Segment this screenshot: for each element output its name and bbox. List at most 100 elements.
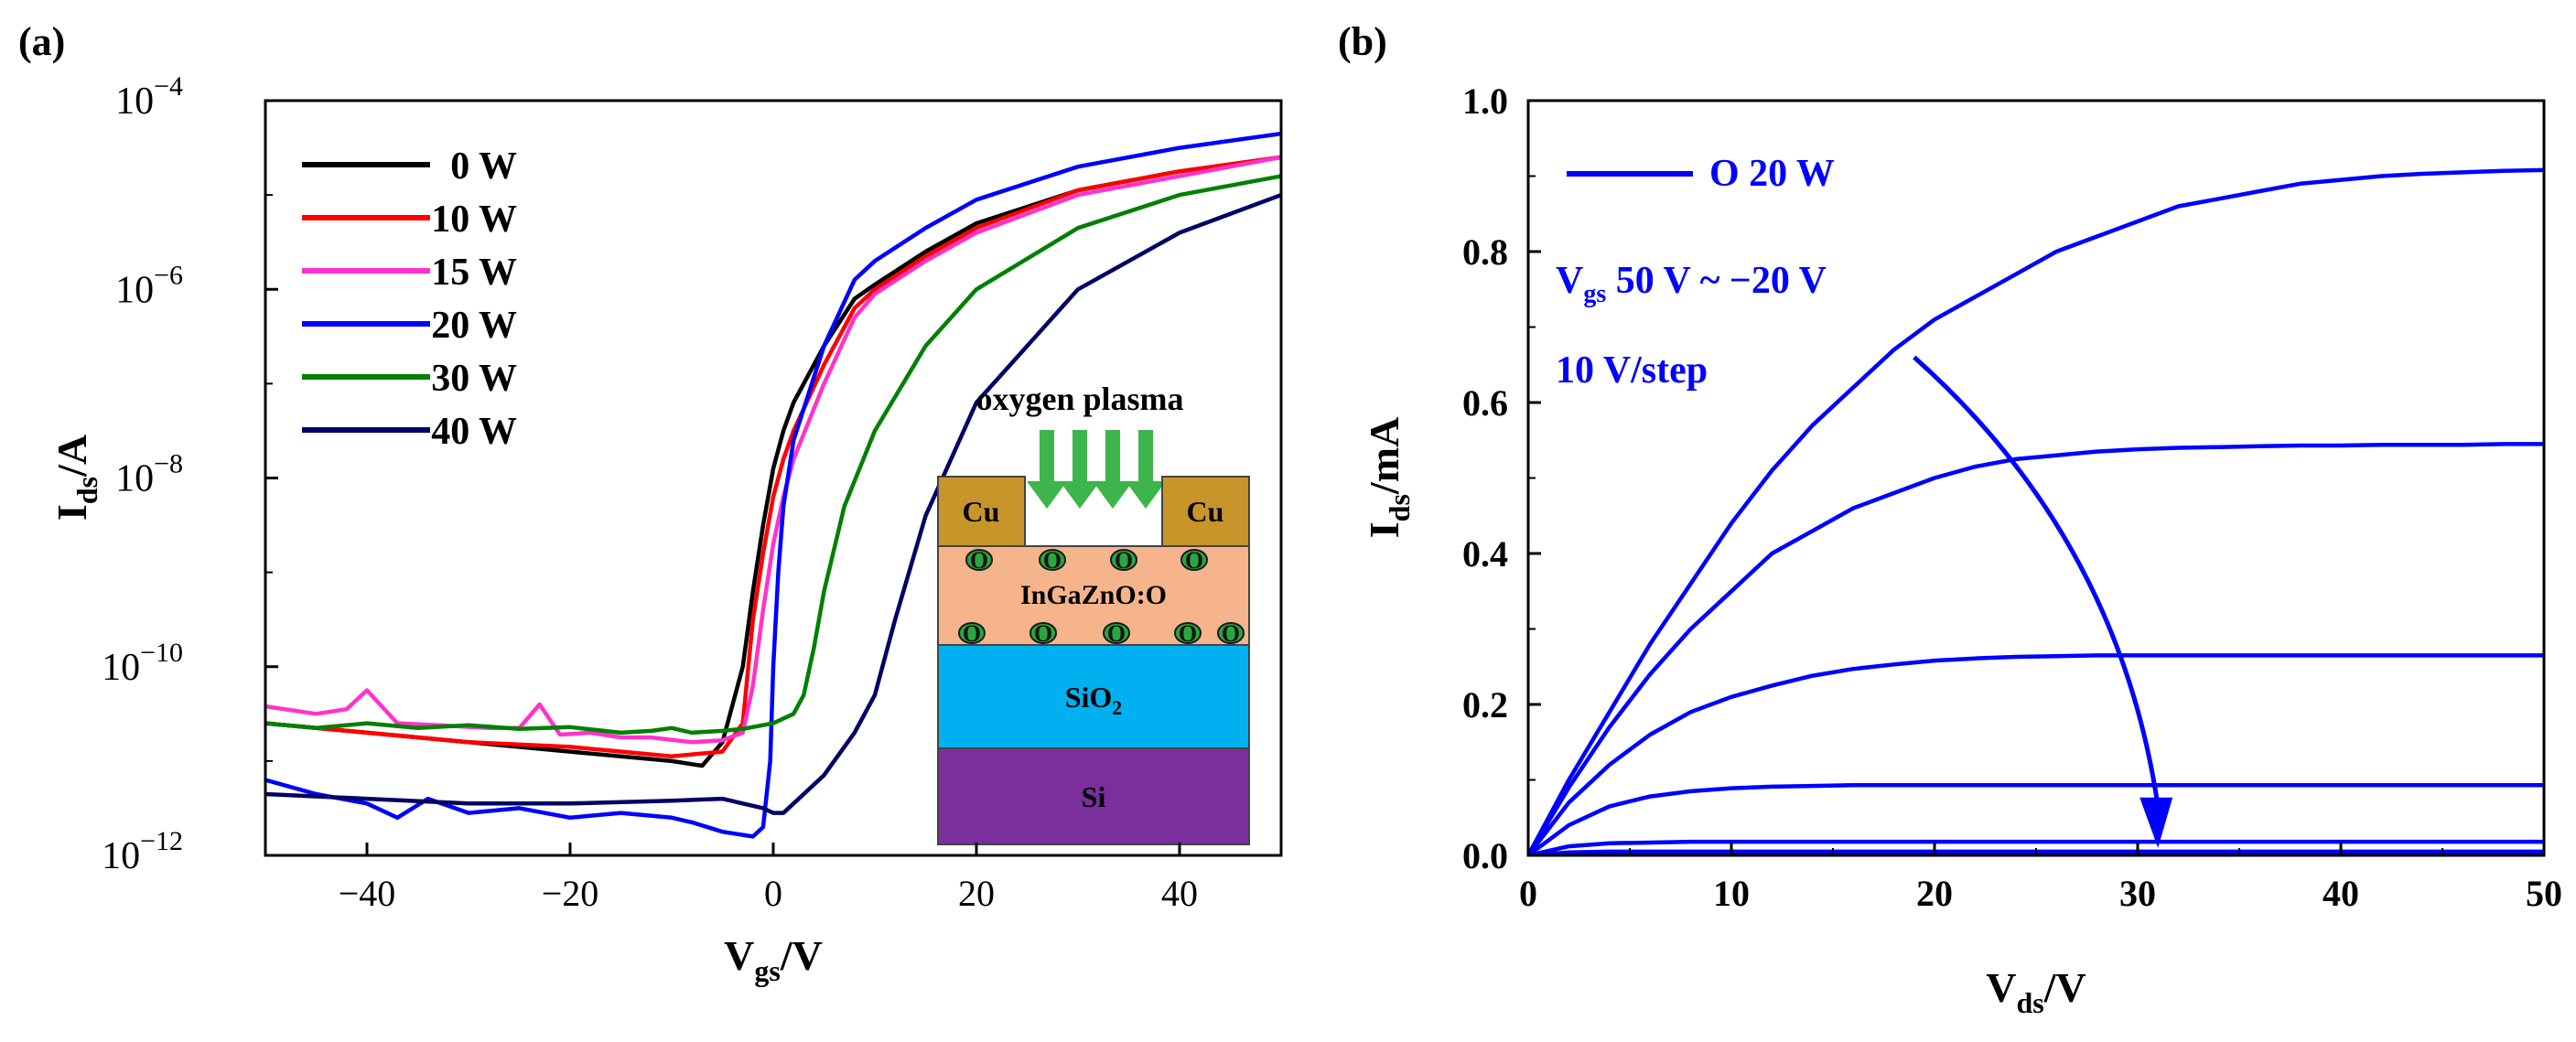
oxygen-marker-label: O [1179, 620, 1197, 647]
panel-a: (a) oxygen plasma Si SiO2 InGaZnO:O Cu [18, 19, 1283, 987]
substrate-layer [937, 747, 1250, 845]
x-tick-label-b: 50 [2526, 873, 2562, 914]
x-tick-label-a: −20 [542, 873, 599, 914]
iv-curve-2 [1528, 653, 2544, 855]
annotation-vgs-rest: 50 V ~ −20 V [1606, 260, 1827, 302]
y-tick-label-b: 0.0 [1462, 835, 1508, 876]
y-axis-label-a: Ids/A [49, 435, 103, 521]
legend-a: 0 W 10 W 15 W 20 W 30 W 40 W [302, 145, 517, 453]
y-tick-base: 10 [102, 647, 140, 689]
x-tick-label-b: 20 [1916, 873, 1953, 914]
oxygen-marker-label: O [970, 547, 988, 574]
annotation-vgs-sub: gs [1583, 280, 1606, 308]
y-label-b-suffix: /mA [1361, 417, 1407, 495]
dielectric-label-sub: 2 [1112, 696, 1122, 719]
gate-sweep-arrow [1913, 355, 2173, 848]
plasma-arrow-icon [1060, 430, 1100, 509]
x-tick-label-b: 30 [2119, 873, 2156, 914]
oxygen-marker-icon [1174, 622, 1202, 644]
oxygen-marker-icon [958, 622, 986, 644]
y-tick-label-b: 0.6 [1462, 382, 1508, 424]
oxygen-marker-icon [1039, 549, 1066, 571]
y-label-a-sub: ds [70, 477, 103, 504]
x-axis-label-a: Vgs/V [724, 932, 823, 987]
y-tick-base: 10 [115, 269, 154, 311]
x-tick-label-b: 40 [2323, 873, 2359, 914]
legend-a-label: 10 W [431, 199, 517, 241]
oxygen-marker-icon [1110, 549, 1137, 571]
sweep-arrow-shaft [1913, 355, 2161, 808]
y-tick-base: 10 [115, 81, 154, 123]
y-tick-label-a: 10−8 [115, 449, 183, 500]
x-tick-label-a: −40 [339, 873, 396, 914]
x-axis-label-b: Vds/V [1986, 964, 2086, 1019]
x-label-a-sub: gs [754, 954, 780, 987]
y-tick-label-b: 1.0 [1462, 81, 1508, 122]
oxygen-marker-label: O [1043, 547, 1062, 574]
dielectric-layer [937, 644, 1250, 749]
plasma-arrows [1027, 430, 1166, 509]
series-line-40-w [265, 192, 1281, 815]
y-label-a-suffix: /A [49, 435, 95, 478]
y-label-a-base: I [49, 504, 95, 521]
annotation-vgs-base: V [1556, 260, 1583, 302]
x-tick-label-b: 0 [1519, 873, 1537, 914]
axes-b: 0 10 20 30 40 50 0.0 0.2 0.4 0.6 0.8 1.0 [1462, 81, 2562, 914]
iv-curve-4 [1528, 839, 2544, 855]
oxygen-marker-label: O [1115, 547, 1133, 574]
panel-b: (b) 0 10 20 30 40 500.00.20.40.60.81.0 Vds/V … [1338, 19, 2562, 1019]
y-tick-exp: −10 [140, 638, 183, 668]
x-tick-label-a: 20 [958, 873, 995, 914]
oxygen-marker-icon [965, 549, 993, 571]
oxygen-marker-label: O [963, 620, 981, 647]
oxygen-marker-icon [1180, 549, 1208, 571]
oxygen-marker-label: O [1107, 620, 1126, 647]
y-tick-exp: −8 [154, 449, 183, 479]
oxygen-marker-label: O [1034, 620, 1052, 647]
dielectric-label: SiO2 [1065, 681, 1123, 719]
legend-a-label: 40 W [431, 411, 517, 453]
y-tick-label-b: 0.4 [1462, 533, 1508, 575]
legend-a-label: 15 W [431, 252, 517, 294]
y-tick-label-a: 10−4 [115, 71, 183, 123]
x-tick-label-b: 10 [1713, 873, 1750, 914]
y-tick-label-b: 0.8 [1462, 231, 1508, 273]
y-tick-label-a: 10−12 [102, 826, 183, 877]
electrode-right [1161, 476, 1250, 547]
y-tick-base: 10 [115, 458, 154, 500]
y-tick-base: 10 [102, 835, 140, 877]
series-line-0-w [265, 155, 1281, 768]
series-line-10-w [265, 155, 1281, 758]
legend-a-label: 0 W [450, 145, 517, 188]
y-axis-label-b: Ids/mA [1361, 417, 1416, 538]
series-group-a [265, 131, 1281, 839]
oxygen-marker-label: O [1185, 547, 1203, 574]
iv-curve-0 [1528, 167, 2544, 855]
x-label-a-base: V [724, 932, 754, 979]
oxygen-markers: O O O OO O O O O [958, 547, 1245, 647]
oxygen-marker-icon [1029, 622, 1057, 644]
panel-label-a: (a) [18, 19, 65, 64]
series-line-30-w [265, 174, 1281, 736]
y-tick-label-a: 10−6 [115, 260, 183, 311]
inset-title: oxygen plasma [975, 381, 1183, 417]
plot-frame-b [1526, 99, 2546, 857]
oxygen-marker-icon [1217, 622, 1245, 644]
sweep-arrow-head-icon [2139, 797, 2173, 848]
x-label-b-sub: ds [2016, 986, 2043, 1019]
oxygen-marker-icon [1103, 622, 1130, 644]
electrode-left [937, 476, 1026, 547]
y-tick-label-b: 0.2 [1462, 684, 1508, 725]
iv-curve-1 [1528, 442, 2544, 855]
iv-curve-3 [1528, 783, 2544, 855]
legend-a-label: 30 W [431, 358, 517, 400]
legend-b-label: O 20 W [1709, 153, 1835, 195]
channel-label: InGaZnO:O [1020, 580, 1167, 610]
electrode-right-label: Cu [1187, 495, 1224, 528]
plasma-arrow-icon [1093, 430, 1133, 509]
substrate-label: Si [1082, 780, 1106, 813]
x-tick-label-a: 40 [1161, 873, 1198, 914]
